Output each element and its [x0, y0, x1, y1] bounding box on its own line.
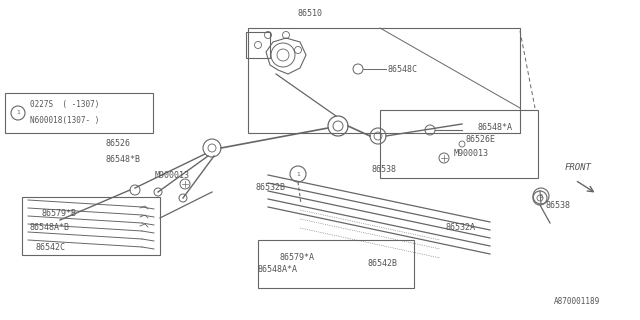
Text: M900013: M900013 [155, 171, 190, 180]
Text: 86548*A: 86548*A [478, 123, 513, 132]
Text: 86526E: 86526E [466, 135, 496, 145]
Text: 86548*B: 86548*B [106, 155, 141, 164]
Bar [380, 110, 538, 178]
Text: 86510: 86510 [298, 10, 323, 19]
Text: 86548C: 86548C [388, 65, 418, 74]
Text: 1: 1 [16, 110, 20, 116]
Text: 86526: 86526 [106, 140, 131, 148]
Text: 86532B: 86532B [255, 183, 285, 193]
Text: 1: 1 [296, 172, 300, 177]
Text: 86538: 86538 [546, 201, 571, 210]
Text: FRONT: FRONT [565, 163, 592, 172]
Text: A870001189: A870001189 [554, 297, 600, 306]
Bar [22, 197, 160, 255]
Circle shape [180, 179, 190, 189]
Circle shape [439, 153, 449, 163]
Text: 86579*A: 86579*A [280, 252, 315, 261]
Text: 86579*B: 86579*B [42, 209, 77, 218]
Bar [5, 93, 153, 133]
Text: 0227S  ( -1307): 0227S ( -1307) [30, 100, 99, 109]
Text: 86548A*B: 86548A*B [30, 223, 70, 233]
Text: 86548A*A: 86548A*A [258, 266, 298, 275]
Text: 86532A: 86532A [446, 223, 476, 233]
Bar [248, 28, 520, 133]
Text: M900013: M900013 [454, 149, 489, 158]
Text: 86538: 86538 [372, 165, 397, 174]
Bar [258, 240, 414, 288]
Text: 86542B: 86542B [368, 259, 398, 268]
Text: 86542C: 86542C [36, 244, 66, 252]
Text: 1: 1 [539, 194, 543, 198]
Text: N600018(1307- ): N600018(1307- ) [30, 116, 99, 125]
